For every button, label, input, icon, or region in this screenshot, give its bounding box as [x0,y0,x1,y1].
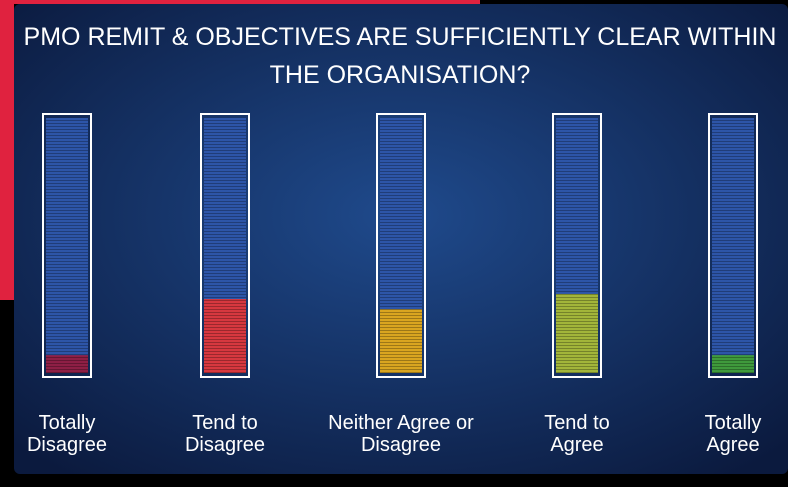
tube [376,113,426,378]
bar-stripes [556,293,598,373]
x-tick-label: Tend to Agree [544,412,610,456]
bar-stripes [46,355,88,373]
x-tick-label: Tend to Disagree [184,412,266,456]
tube [552,113,602,378]
bar-stripes [380,309,422,373]
x-tick-label: Totally Agree [704,412,762,456]
tube-stripes [46,118,88,373]
bar-stripes [712,355,754,373]
bar-stripes [204,299,246,373]
x-tick-label: Neither Agree or Disagree [328,412,474,456]
tube [708,113,758,378]
x-tick-label: Totally Disagree [26,412,108,456]
chart-title: PMO REMIT & OBJECTIVES ARE SUFFICIENTLY … [23,23,777,89]
tube [200,113,250,378]
tube-stripes [712,118,754,373]
tube [42,113,92,378]
